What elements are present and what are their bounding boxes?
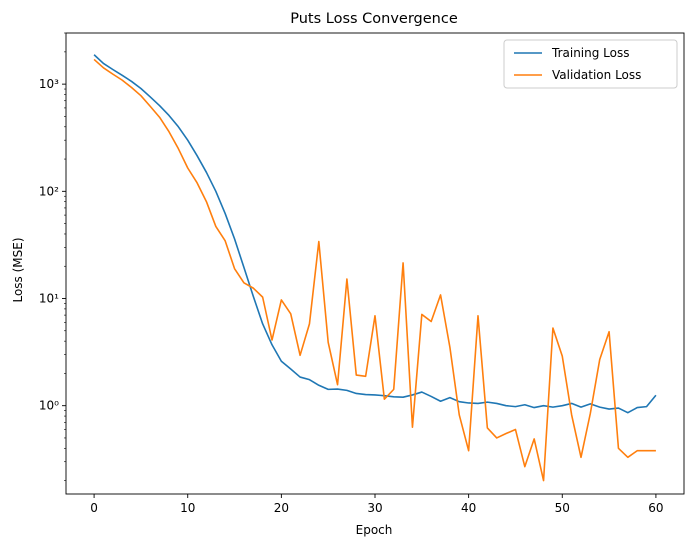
y-axis: 10⁰ 10¹ 10² 10³ [39,32,66,481]
legend-box [503,39,678,89]
x-tick-label: 60 [648,501,663,515]
legend: Training Loss Validation Loss [503,39,678,89]
y-tick-label: 10³ [39,77,59,91]
legend-label: Training Loss [551,46,629,60]
x-tick-label: 50 [555,501,570,515]
x-tick-label: 40 [461,501,476,515]
x-tick-label: 10 [180,501,195,515]
series-line-training-loss [93,54,657,414]
x-tick-label: 30 [367,501,382,515]
legend-label: Validation Loss [552,68,641,82]
series-line-validation-loss [93,58,656,482]
x-tick-label: 20 [274,501,289,515]
y-tick-label: 10⁰ [39,399,59,413]
x-tick-label: 0 [90,501,98,515]
plot-area [65,32,685,495]
y-tick-label: 10² [39,184,59,198]
x-axis-label: Epoch [356,523,393,537]
chart-title: Puts Loss Convergence [290,11,458,27]
plot-frame [65,32,685,495]
y-axis-label: Loss (MSE) [11,237,25,302]
x-axis: 0 10 20 30 40 50 60 [90,494,664,515]
y-tick-label: 10¹ [39,292,59,306]
